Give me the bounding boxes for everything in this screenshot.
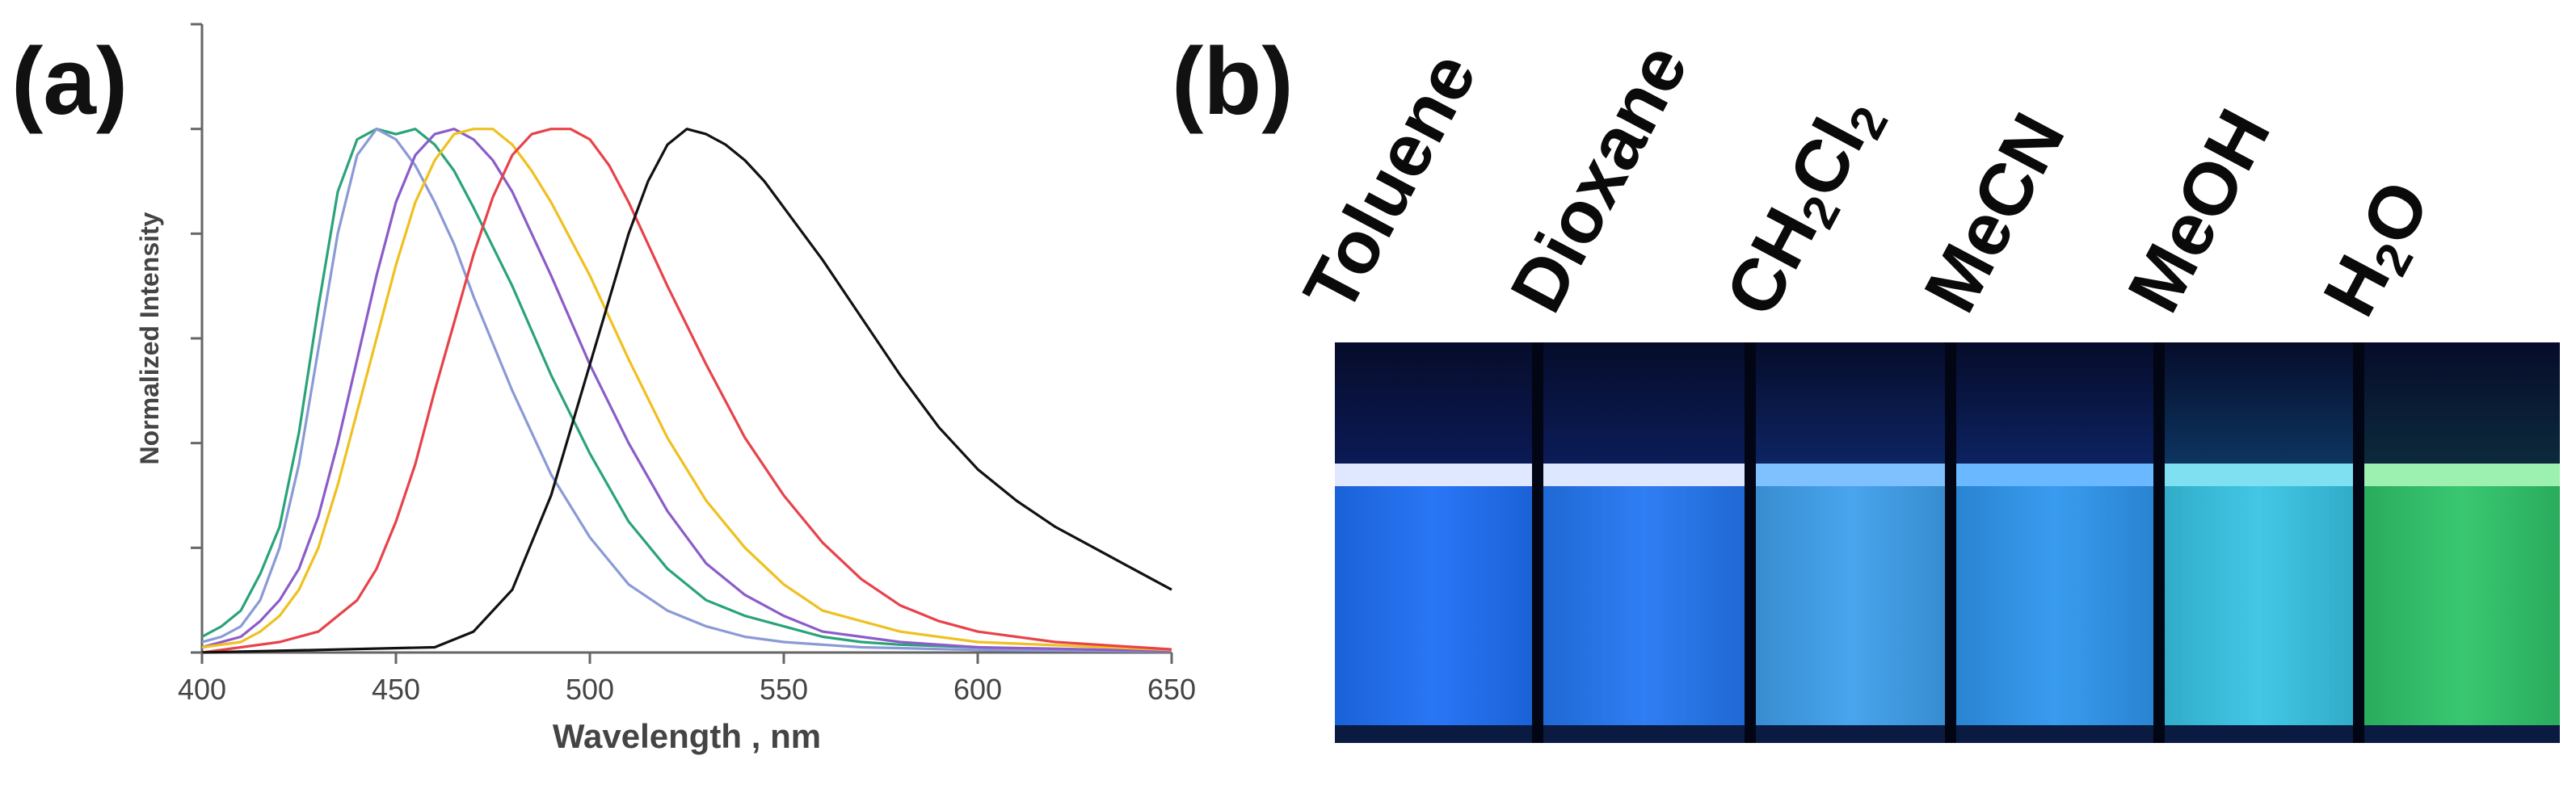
vial-base [2364, 725, 2561, 743]
spectrum-line-5 [201, 128, 1172, 654]
vial-liquid [1756, 486, 1946, 725]
x-tick-label: 550 [760, 673, 808, 706]
vial-divider [2353, 342, 2365, 743]
vial-meniscus [2164, 464, 2354, 486]
emission-spectra-chart: 400 450 500 550 600 650 Wavelength , nm Norma… [0, 0, 1212, 789]
vial-headspace [2164, 342, 2354, 464]
vial-liquid [1955, 486, 2153, 725]
x-tick-label: 400 [178, 673, 226, 706]
vial-meniscus [2364, 464, 2561, 486]
vial-headspace [1543, 342, 1745, 464]
chart-series-layer [201, 128, 1172, 654]
chart-ticks-layer: 400 450 500 550 600 650 [178, 23, 1196, 706]
vial [1955, 342, 2153, 743]
vial-meniscus [1756, 464, 1946, 486]
x-tick-label: 600 [953, 673, 1002, 706]
vial-meniscus [1335, 464, 1532, 486]
chart-axes [200, 24, 1172, 654]
vial-base [2164, 725, 2354, 743]
vial-liquid [1335, 486, 1532, 725]
chart-svg: 400 450 500 550 600 650 Wavelength , nm Norma… [135, 23, 1196, 755]
vial-headspace [2364, 342, 2561, 464]
vial-headspace [1955, 342, 2153, 464]
vial-headspace [1756, 342, 1946, 464]
spectrum-line-3 [201, 128, 1172, 653]
y-axis-title: Normalized Intensity [135, 212, 164, 464]
vial-base [1955, 725, 2153, 743]
vial-liquid [2164, 486, 2354, 725]
vial-divider [1531, 342, 1543, 743]
x-tick-label: 650 [1147, 673, 1196, 706]
panel-a-label: (a) [11, 28, 128, 135]
vial [1335, 342, 1532, 743]
vial-base [1335, 725, 1532, 743]
panel-b-label: (b) [1172, 28, 1294, 135]
vial-photo-strip [1335, 342, 2561, 743]
spectrum-line-4 [201, 128, 1172, 652]
vial-base [1756, 725, 1946, 743]
x-tick-label: 500 [566, 673, 614, 706]
vial [2364, 342, 2561, 743]
vial-liquid [1543, 486, 1745, 725]
vial [1756, 342, 1946, 743]
spectrum-line-6 [201, 128, 1172, 654]
vial-headspace [1335, 342, 1532, 464]
spectrum-line-2 [201, 128, 1172, 653]
vial [1543, 342, 1745, 743]
vial [2164, 342, 2354, 743]
x-axis-title: Wavelength , nm [553, 717, 821, 755]
vial-liquid [2364, 486, 2561, 725]
vial-base [1543, 725, 1745, 743]
x-tick-label: 450 [372, 673, 420, 706]
vial-divider [1945, 342, 1956, 743]
spectrum-line-1 [201, 128, 1172, 653]
vial-divider [2153, 342, 2165, 743]
vial-meniscus [1543, 464, 1745, 486]
vial-divider [1745, 342, 1757, 743]
vial-meniscus [1955, 464, 2153, 486]
